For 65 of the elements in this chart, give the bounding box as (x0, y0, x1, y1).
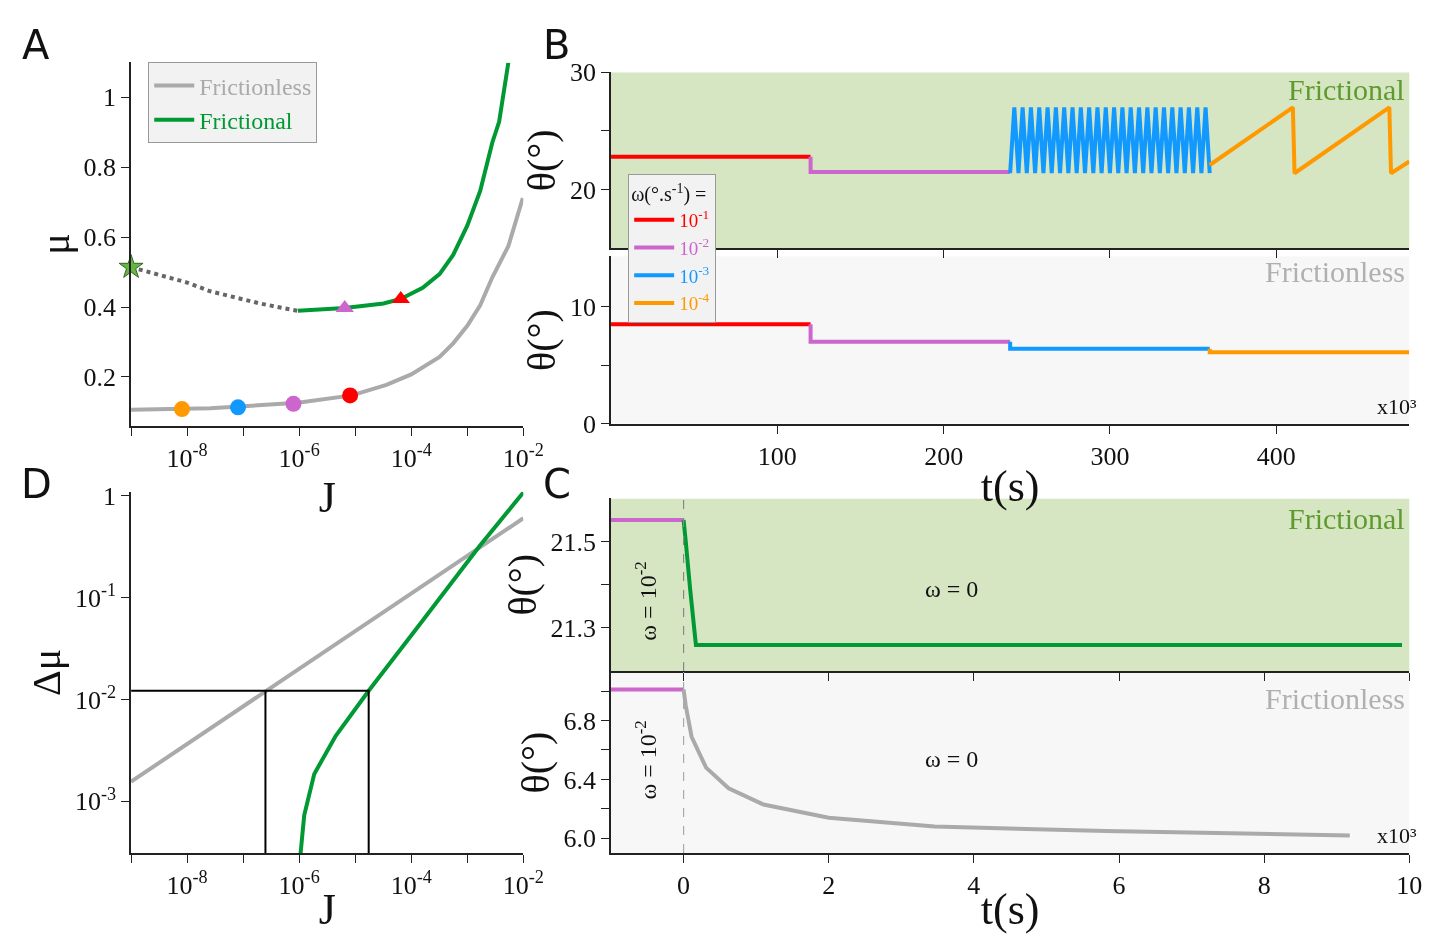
text: B (543, 22, 571, 68)
annotation: Frictionless (1265, 682, 1405, 715)
legend-title: ω(°.s$^{-1}$) = (631, 180, 707, 206)
annotation: x10³ (1377, 823, 1417, 848)
y-axis-title: Δμ (23, 648, 69, 696)
y-tick-label: 0.8 (83, 153, 117, 183)
x-tick-label: 100 (757, 441, 797, 471)
text: C (543, 461, 571, 507)
annotation: Frictional (1288, 502, 1405, 535)
y-axis-title: θ(°) (519, 129, 565, 192)
x-tick-label: 6 (1112, 871, 1126, 901)
x-tick-label: 10 (1396, 871, 1423, 901)
annotation: x10³ (1377, 394, 1417, 419)
x-axis-title: t(s) (980, 461, 1040, 511)
x-tick-label: 8 (1257, 871, 1271, 901)
y-axis-title: θ(°) (499, 553, 545, 616)
x-tick-label: 10$^{-8}$ (166, 439, 208, 473)
x-tick-label: 4 (967, 871, 981, 901)
x-tick-label: 10$^{-6}$ (278, 439, 320, 473)
x-tick-label: 10$^{-8}$ (166, 867, 208, 901)
x-tick-label: 2 (822, 871, 836, 901)
text: D (21, 461, 52, 507)
legend-label: 10$^{-1}$ (679, 207, 710, 232)
annotation: Frictional (1288, 73, 1405, 106)
y-tick-label: 1 (103, 83, 117, 113)
y-tick-label: 10$^{-3}$ (74, 783, 117, 817)
annotation: ω = 0 (925, 576, 979, 602)
annotation: ω = 0 (925, 746, 979, 772)
y-tick-label: 30 (570, 58, 597, 88)
y-tick-label: 6.4 (563, 765, 597, 795)
y-axis-title: θ(°) (519, 309, 565, 371)
legend-label: Frictional (199, 108, 293, 135)
y-tick-label: 6.8 (563, 706, 597, 736)
legend-label: 10$^{-3}$ (679, 262, 710, 287)
x-tick-label: 0 (677, 871, 691, 901)
y-tick-label: 10 (570, 292, 597, 322)
x-tick-label: 10$^{-4}$ (390, 867, 432, 901)
x-tick-label: 300 (1090, 441, 1130, 471)
y-tick-label: 0.6 (83, 223, 117, 253)
y-tick-label: 10$^{-1}$ (74, 579, 117, 613)
y-tick-label: 20 (570, 175, 597, 205)
legend-label: Frictionless (199, 73, 312, 100)
x-tick-label: 10$^{-2}$ (502, 867, 544, 901)
y-tick-label: 21.3 (550, 613, 597, 643)
annotation: Frictionless (1265, 255, 1405, 288)
y-tick-label: 0.4 (83, 293, 117, 323)
x-tick-label: 200 (924, 441, 964, 471)
x-axis-title: J (318, 472, 336, 522)
y-tick-label: 1 (103, 482, 117, 511)
y-tick-label: 0.2 (83, 362, 117, 392)
y-axis-title: θ(°) (512, 731, 558, 794)
legend-label: 10$^{-4}$ (679, 290, 710, 315)
x-axis-title: J (318, 885, 336, 934)
x-axis-title: t(s) (980, 885, 1040, 934)
y-axis-title: μ (32, 233, 78, 255)
x-tick-label: 10$^{-2}$ (502, 439, 544, 473)
y-tick-label: 6.0 (563, 824, 597, 854)
y-tick-label: 10$^{-2}$ (74, 681, 117, 715)
x-tick-label: 10$^{-4}$ (390, 439, 432, 473)
y-tick-label: 0 (583, 409, 597, 439)
text: A (22, 22, 50, 68)
x-tick-label: 400 (1256, 441, 1296, 471)
x-tick-label: 10$^{-6}$ (278, 867, 320, 901)
legend-label: 10$^{-2}$ (679, 234, 710, 259)
y-tick-label: 21.5 (550, 527, 597, 557)
